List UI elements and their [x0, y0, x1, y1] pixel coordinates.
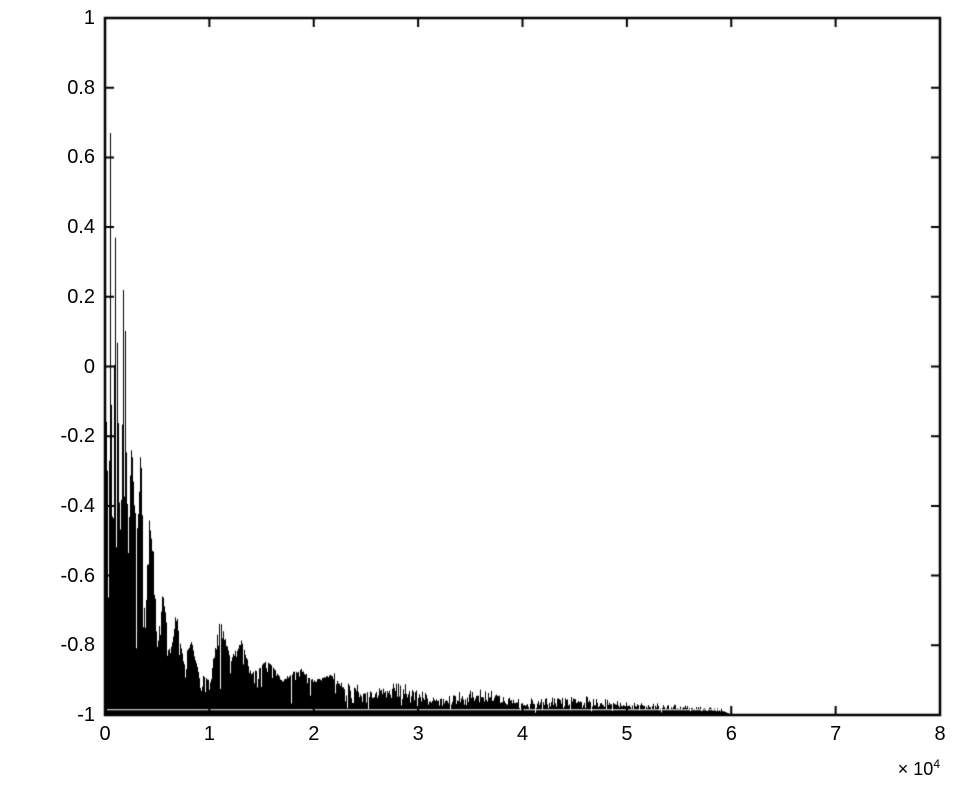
ytick-label: 0.2 — [67, 286, 95, 309]
xtick-label: 3 — [413, 723, 424, 746]
x-axis-exponent-base: × 10 — [898, 759, 934, 779]
ytick-label: 1 — [84, 7, 95, 30]
xtick-label: 5 — [621, 723, 632, 746]
xtick-label: 4 — [517, 723, 528, 746]
ytick-label: 0 — [84, 356, 95, 379]
ytick-label: -1 — [77, 704, 95, 727]
xtick-label: 8 — [934, 723, 945, 746]
ytick-label: 0.8 — [67, 77, 95, 100]
xtick-label: 7 — [830, 723, 841, 746]
ytick-label: 0.6 — [67, 146, 95, 169]
xtick-label: 6 — [726, 723, 737, 746]
x-axis-exponent: × 104 — [898, 757, 940, 780]
xtick-label: 0 — [99, 723, 110, 746]
ytick-label: -0.4 — [61, 495, 95, 518]
x-axis-exponent-sup: 4 — [933, 757, 940, 771]
xtick-label: 1 — [204, 723, 215, 746]
xtick-label: 2 — [308, 723, 319, 746]
ytick-label: 0.4 — [67, 216, 95, 239]
chart-canvas — [0, 0, 958, 794]
ytick-label: -0.6 — [61, 565, 95, 588]
ytick-label: -0.2 — [61, 425, 95, 448]
ytick-label: -0.8 — [61, 634, 95, 657]
chart-container: × 104 -1-0.8-0.6-0.4-0.200.20.40.60.8101… — [0, 0, 958, 794]
